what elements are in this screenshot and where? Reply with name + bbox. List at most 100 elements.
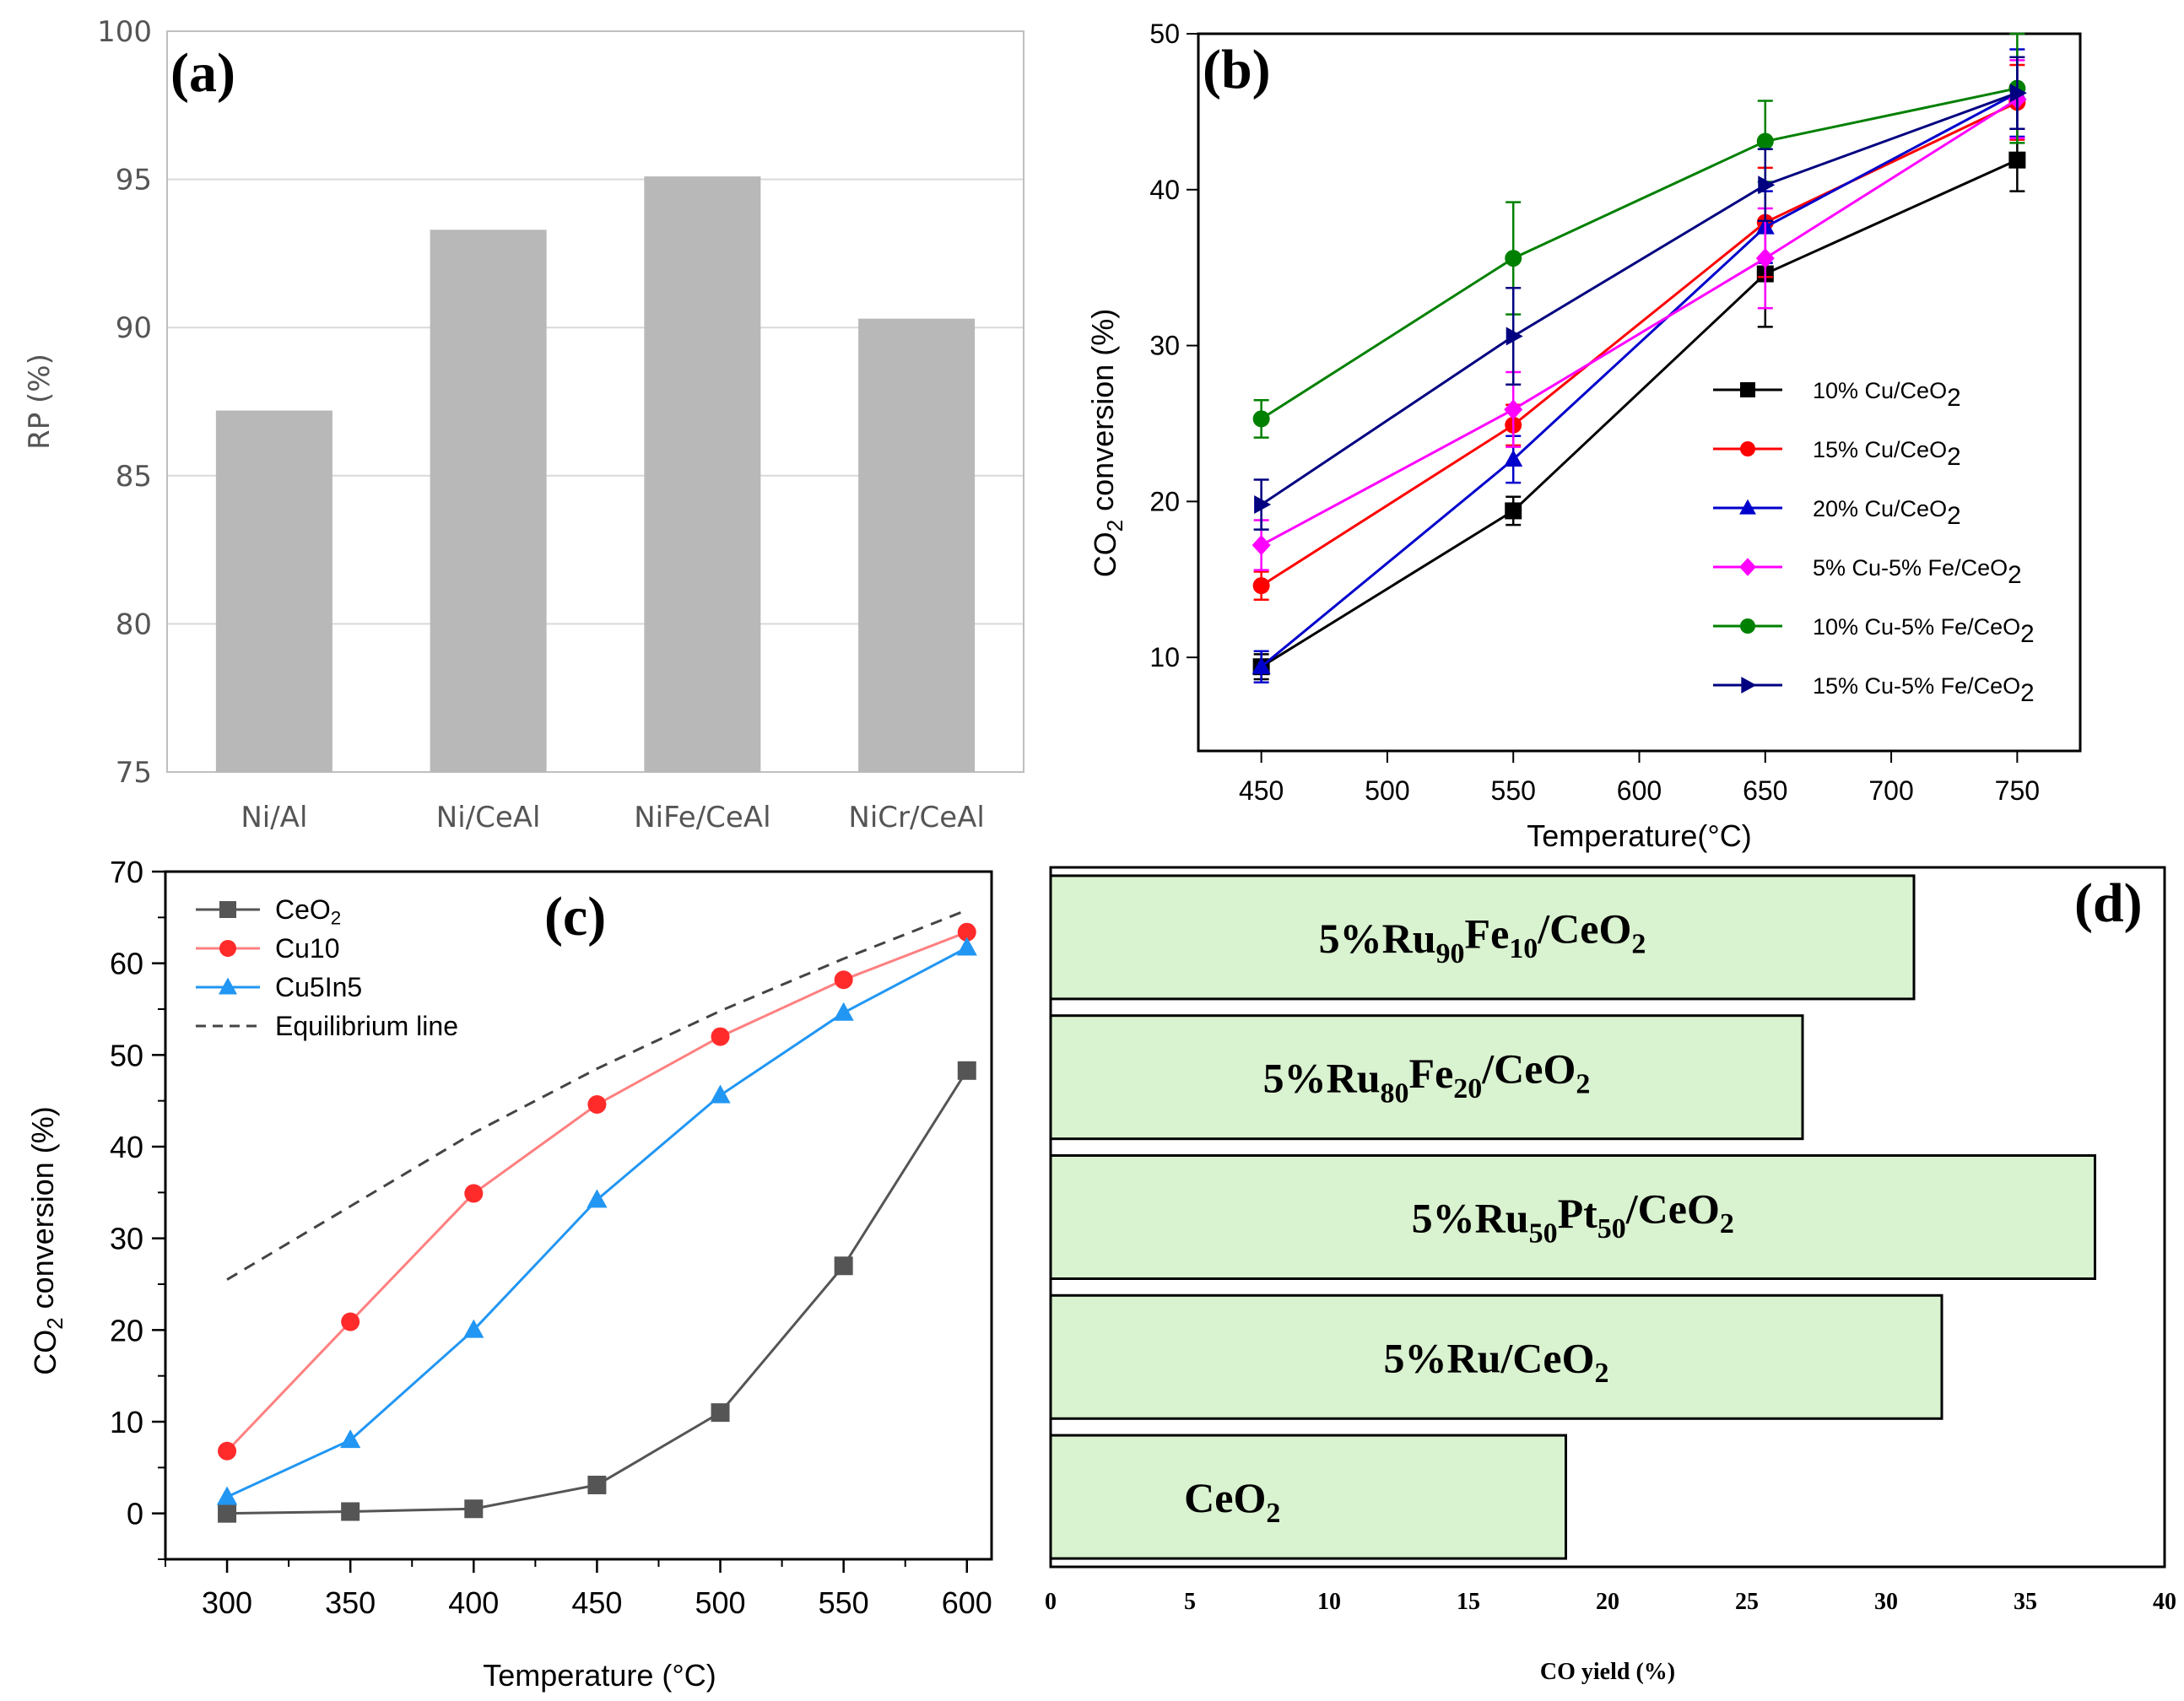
- legend-label-main: Cu10: [275, 933, 340, 964]
- x-tick-label: 35: [2014, 1589, 2037, 1615]
- x-tick-label: 650: [1743, 775, 1787, 806]
- y-axis-label: RP (%): [23, 354, 57, 450]
- legend-label: 10% Cu-5% Fe/CeO2: [1813, 614, 2035, 648]
- x-tick-label: 25: [1735, 1589, 1759, 1615]
- y-tick-label: 0: [127, 1497, 143, 1531]
- data-point: [218, 1441, 237, 1461]
- y-tick-label: 100: [97, 15, 152, 49]
- legend-marker: [1740, 382, 1755, 397]
- legend-label: 20% Cu/CeO2: [1813, 496, 1961, 530]
- panel-d-horizontal-bar-chart: 5%Ru90Fe10/CeO25%Ru80Fe20/CeO25%Ru50Pt50…: [1045, 866, 2176, 1685]
- series-2: [1251, 48, 2027, 683]
- bar-2: [1049, 1154, 2096, 1280]
- series-3: [1251, 59, 2027, 571]
- y-axis-label: CO2 conversion (%): [25, 1106, 68, 1375]
- panel-b-line-chart: 450 500 550 600 650 700 750 10 20 30 40 50 10% Cu/Ce…: [1085, 19, 2082, 853]
- bar-3: [1049, 1293, 1943, 1420]
- panel-a-label: (a): [170, 42, 235, 104]
- x-tick-label: 40: [2153, 1589, 2176, 1615]
- legend-label: Equilibrium line: [275, 1011, 458, 1041]
- legend-label-main: 10% Cu-5% Fe/CeO: [1813, 614, 2020, 640]
- legend-label-main: Cu5In5: [275, 972, 362, 1002]
- legend-label-sub: 2: [2008, 561, 2022, 589]
- data-point: [1252, 577, 1270, 595]
- y-axis-label-main: CO: [1088, 532, 1122, 577]
- bar-label-part: 2: [1631, 929, 1646, 960]
- x-tick-label: 450: [1239, 775, 1284, 806]
- legend-marker: [1741, 677, 1757, 694]
- panel-d-label: (d): [2074, 872, 2143, 934]
- panel-c-label: (c): [544, 886, 606, 948]
- data-point: [1254, 495, 1272, 515]
- y-tick-label: 30: [1149, 331, 1180, 361]
- data-point: [464, 1184, 484, 1203]
- y-tick-label: 40: [110, 1130, 143, 1164]
- bar-label-part: 50: [1597, 1213, 1626, 1245]
- y-tick-label: 60: [110, 947, 143, 981]
- bar-label-part: 5%Ru: [1263, 1055, 1381, 1102]
- data-point: [711, 1403, 730, 1423]
- legend-marker: [1739, 558, 1756, 576]
- data-point: [957, 1061, 976, 1080]
- series-line: [1260, 91, 2019, 668]
- bar-1: [1049, 1014, 1804, 1141]
- x-tick-label: 400: [448, 1585, 499, 1620]
- x-axis-label: Temperature (°C): [483, 1658, 716, 1693]
- series-line: [1260, 91, 2018, 506]
- series-0: [218, 1061, 976, 1523]
- data-point: [587, 1189, 608, 1208]
- x-tick-label: 30: [1874, 1589, 1898, 1615]
- series-5: [1253, 56, 2027, 531]
- x-tick-label: 500: [1365, 775, 1409, 806]
- bar-label-part: 2: [1576, 1068, 1590, 1099]
- legend-label-main: Equilibrium line: [275, 1011, 458, 1041]
- legend-label: 15% Cu/CeO2: [1813, 437, 1961, 471]
- panel-a-bar-chart: 75 80 85 90 95 100 Ni/Al Ni/CeAl NiFe/CeAl NiCr/C…: [23, 15, 1024, 834]
- y-tick-label: 10: [110, 1405, 143, 1439]
- y-tick-label: 85: [116, 460, 152, 494]
- legend-marker: [219, 940, 236, 957]
- bar-label-part: Fe: [1409, 1050, 1454, 1097]
- bar-label: 5%Ru50Pt50/CeO2: [1412, 1185, 1734, 1249]
- legend-label-main: 5% Cu-5% Fe/CeO: [1813, 555, 2008, 580]
- x-axis-label: Temperature(°C): [1527, 818, 1751, 853]
- legend-label-main: 15% Cu/CeO: [1813, 437, 1947, 462]
- legend-marker: [1739, 499, 1756, 515]
- legend-marker: [219, 977, 237, 995]
- legend-label-main: 15% Cu-5% Fe/CeO: [1813, 673, 2020, 699]
- bar-label: 5%Ru/CeO2: [1384, 1334, 1609, 1389]
- bar-label-part: 90: [1436, 938, 1465, 969]
- legend-marker: [1740, 441, 1755, 456]
- x-tick-label: 20: [1596, 1589, 1619, 1615]
- y-tick-label: 10: [1149, 642, 1180, 672]
- x-tick-label: 550: [1491, 775, 1536, 806]
- y-tick-label: 70: [110, 855, 143, 889]
- legend-label: 5% Cu-5% Fe/CeO2: [1813, 555, 2022, 589]
- bar-label-part: 20: [1453, 1073, 1482, 1104]
- y-tick-label: 75: [116, 756, 152, 790]
- legend-label-main: 10% Cu/CeO: [1813, 378, 1947, 403]
- series-0: [1252, 127, 2026, 681]
- data-point: [957, 922, 976, 942]
- series-line: [1260, 87, 2018, 420]
- series-line: [1260, 159, 2018, 668]
- bar-label-part: 50: [1529, 1218, 1558, 1249]
- y-tick-label: 80: [116, 608, 152, 641]
- x-tick-label: 5: [1184, 1589, 1196, 1615]
- data-point: [341, 1312, 360, 1331]
- bar-label-part: /CeO: [1537, 905, 1631, 953]
- x-tick-label: 15: [1457, 1589, 1480, 1615]
- data-point: [216, 1486, 238, 1505]
- panel-b-label: (b): [1203, 39, 1271, 100]
- series-2: [216, 937, 977, 1505]
- data-point: [1504, 399, 1523, 420]
- data-point: [463, 1319, 484, 1338]
- series-3: [226, 909, 968, 1281]
- data-point: [1758, 176, 1776, 195]
- data-point: [834, 970, 853, 990]
- bar-nife-ceal: [644, 176, 761, 772]
- bar-label-part: CeO: [1184, 1474, 1266, 1521]
- x-tick-label: 750: [1995, 775, 2040, 806]
- data-point: [587, 1475, 607, 1494]
